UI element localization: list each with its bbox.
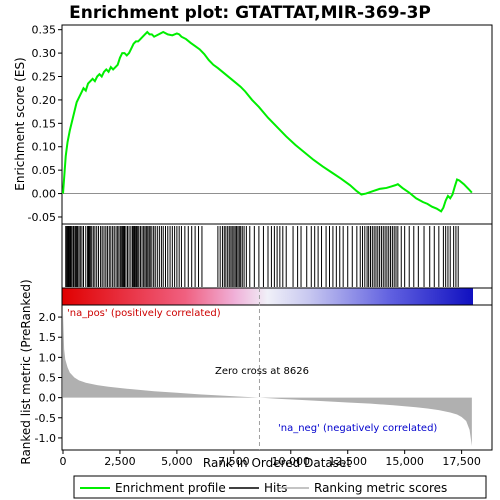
x-axis-title: Rank in Ordered Dataset	[203, 456, 351, 470]
legend-box	[73, 475, 487, 499]
es-y-tick-label: 0.20	[32, 94, 57, 107]
x-tick-label: 0	[60, 455, 67, 468]
x-tick-label: 10,000	[272, 455, 311, 468]
metric-y-tick-label: 1.0	[39, 351, 57, 364]
rank-color-bar	[62, 288, 473, 305]
metric-y-tick-label: 2.0	[39, 311, 57, 324]
chart-title: Enrichment plot: GTATTAT,MIR-369-3P	[69, 3, 431, 23]
metric-y-tick-label: -0.5	[35, 412, 56, 425]
metric-y-tick-label: 1.5	[39, 331, 57, 344]
legend-profile-label: Enrichment profile	[115, 481, 226, 495]
x-tick-label: 15,000	[385, 455, 424, 468]
x-tick-label: 2,500	[104, 455, 136, 468]
es-y-axis-title: Enrichment score (ES)	[13, 57, 27, 190]
x-tick-label: 7,500	[218, 455, 250, 468]
metric-y-tick-label: 0.5	[39, 372, 57, 385]
zero-cross-label: Zero cross at 8626	[215, 366, 309, 377]
es-y-tick-label: 0.00	[32, 188, 57, 201]
es-y-tick-label: 0.10	[32, 141, 57, 154]
es-y-tick-label: 0.15	[32, 117, 57, 130]
metric-y-tick-label: -1.0	[35, 432, 56, 445]
x-tick-label: 17,500	[442, 455, 481, 468]
x-tick-label: 5,000	[161, 455, 193, 468]
es-y-tick-label: 0.05	[32, 164, 57, 177]
pos-label: 'na_pos' (positively correlated)	[67, 308, 221, 319]
es-y-tick-label: 0.30	[32, 47, 57, 60]
legend-hits-label: Hits	[264, 481, 287, 495]
legend-metric-label: Ranking metric scores	[314, 481, 447, 495]
metric-y-tick-label: 0.0	[39, 392, 57, 405]
x-tick-label: 12,500	[328, 455, 367, 468]
metric-y-axis-title: Ranked list metric (PreRanked)	[19, 279, 33, 464]
enrichment-profile-line	[62, 30, 473, 213]
es-y-tick-label: -0.05	[28, 211, 56, 224]
es-y-tick-label: 0.35	[32, 24, 57, 37]
es-panel	[61, 24, 493, 225]
es-y-tick-label: 0.25	[32, 71, 57, 84]
metric-panel	[61, 304, 493, 451]
neg-label: 'na_neg' (negatively correlated)	[278, 423, 437, 434]
